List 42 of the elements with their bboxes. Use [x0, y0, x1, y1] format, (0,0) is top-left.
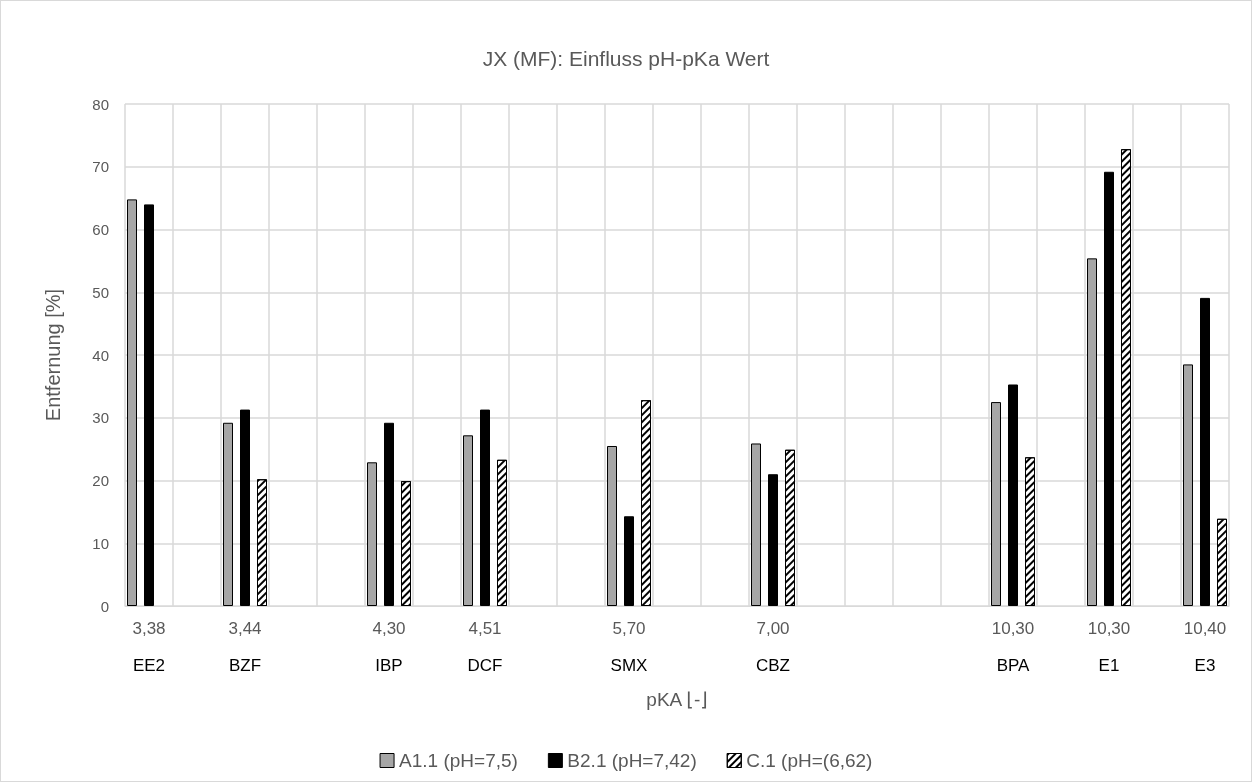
bar	[768, 474, 778, 606]
x-tick-label: 5,70 SMX	[610, 619, 648, 675]
x-tick-label: 10,30 E1	[1087, 619, 1131, 675]
bar	[1087, 258, 1097, 606]
y-tick-label: 20	[92, 472, 109, 489]
x-axis-title: pKA ⌊-⌋	[646, 689, 708, 710]
x-tick-label: 4,30 IBP	[372, 619, 406, 675]
bar	[384, 422, 394, 606]
legend-label: B2.1 (pH=7,42)	[567, 750, 697, 771]
bar	[223, 422, 233, 606]
bar	[463, 435, 473, 606]
bar	[144, 204, 154, 606]
bar	[1008, 384, 1018, 606]
y-tick-label: 80	[92, 95, 109, 113]
y-tick-label: 30	[92, 409, 109, 427]
chart-title: JX (MF): Einfluss pH-pKa Wert	[482, 47, 770, 70]
bar	[1104, 171, 1114, 606]
bar	[1183, 364, 1193, 606]
bar	[480, 409, 490, 606]
x-tick-label: 10,40 E3	[1183, 619, 1227, 675]
x-tick-label: 3,38 EE2	[132, 619, 166, 675]
bar	[367, 462, 377, 606]
bar	[751, 443, 761, 606]
legend-label: C.1 (pH=(6,62)	[746, 750, 873, 771]
y-tick-label: 0	[100, 597, 109, 615]
y-tick-label: 40	[92, 346, 109, 364]
y-tick-label: 50	[92, 283, 109, 301]
bar	[127, 199, 137, 606]
x-tick-label: 3,44 BZF	[228, 619, 262, 675]
x-tick-label: 7,00 CBZ	[756, 619, 790, 675]
x-tick-label: 4,51 DCF	[467, 619, 503, 675]
bar	[991, 402, 1001, 606]
bar	[607, 445, 617, 606]
y-tick-label: 70	[92, 158, 109, 176]
bar	[624, 516, 634, 606]
y-axis-title: Entfernung [%]	[42, 288, 64, 422]
y-tick-label: 60	[92, 221, 109, 238]
bar	[240, 409, 250, 606]
x-tick-label: 10,30 BPA	[991, 619, 1035, 675]
bar	[1200, 297, 1210, 606]
legend-label: A1.1 (pH=7,5)	[399, 750, 518, 771]
y-tick-label: 10	[92, 534, 109, 552]
